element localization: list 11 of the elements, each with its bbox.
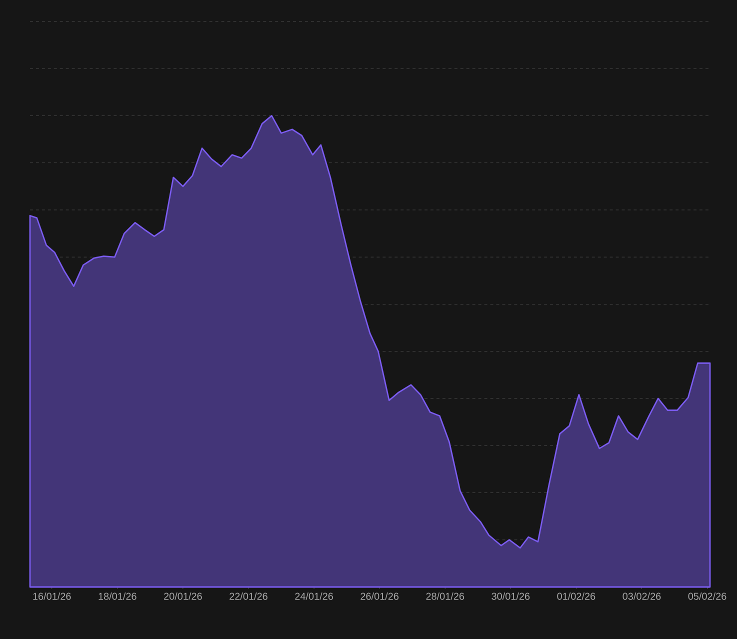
x-tick-label: 22/01/26 bbox=[230, 592, 268, 600]
x-tick-label: 24/01/26 bbox=[295, 592, 333, 600]
x-tick-label: 18/01/26 bbox=[98, 592, 136, 600]
x-tick-label: 01/02/26 bbox=[557, 592, 596, 600]
x-tick-label: 05/02/26 bbox=[688, 592, 726, 600]
x-tick-label: 03/02/26 bbox=[622, 592, 661, 600]
x-tick-label: 26/01/26 bbox=[360, 592, 399, 600]
x-tick-label: 30/01/26 bbox=[492, 592, 530, 600]
x-tick-label: 20/01/26 bbox=[164, 592, 202, 600]
x-tick-label: 28/01/26 bbox=[426, 592, 464, 600]
x-tick-label: 16/01/26 bbox=[33, 592, 71, 600]
